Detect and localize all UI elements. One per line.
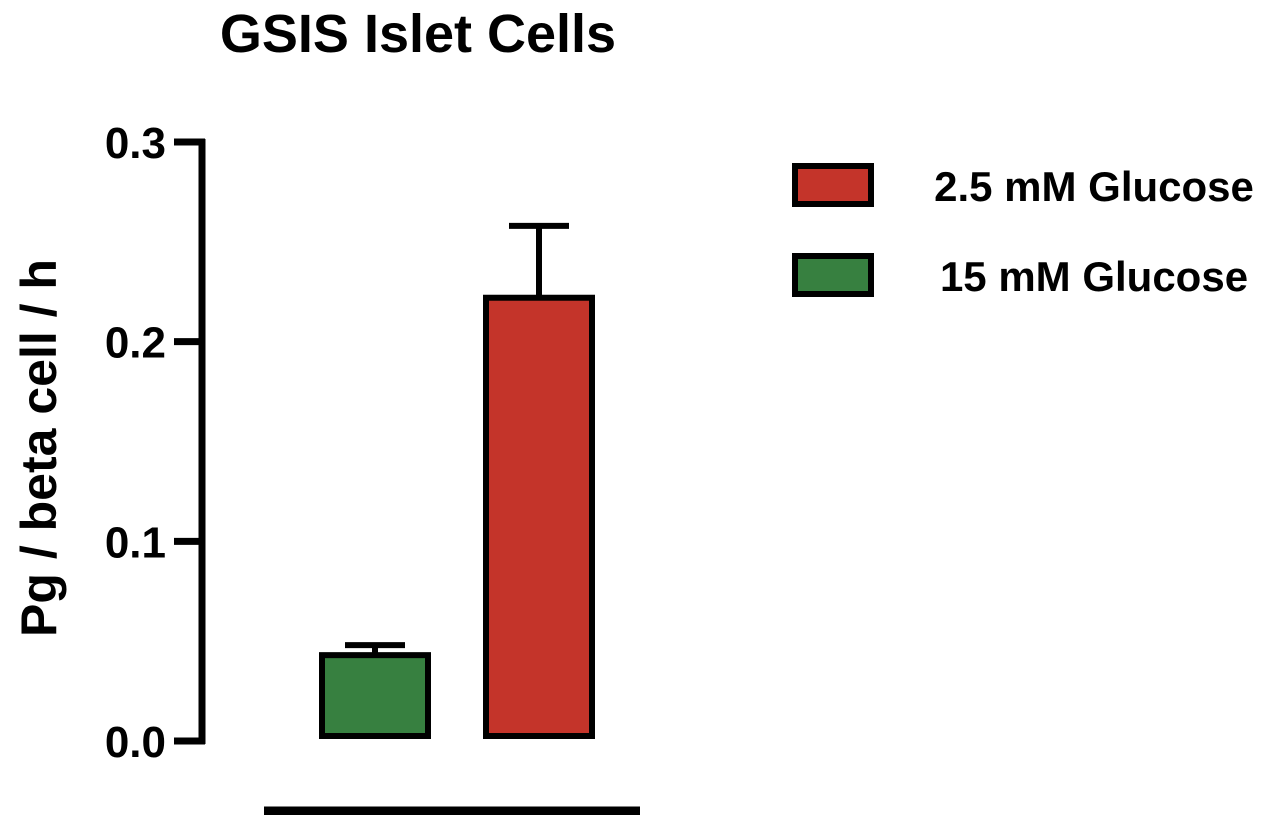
bar: [322, 655, 428, 736]
bars: [322, 226, 592, 736]
y-axis-label: Pg / beta cell / h: [11, 259, 67, 637]
legend-swatch: [795, 256, 871, 294]
bar: [486, 298, 592, 736]
y-tick-label: 0.2: [105, 319, 166, 368]
legend: 2.5 mM Glucose 15 mM Glucose: [795, 163, 1254, 300]
y-tick-label: 0.1: [105, 518, 166, 567]
chart-title: GSIS Islet Cells: [220, 4, 616, 64]
y-tick-label: 0.0: [105, 718, 166, 767]
legend-label: 2.5 mM Glucose: [934, 163, 1254, 210]
legend-swatch: [795, 166, 871, 204]
y-tick-label: 0.3: [105, 119, 166, 168]
legend-label: 15 mM Glucose: [940, 253, 1248, 300]
